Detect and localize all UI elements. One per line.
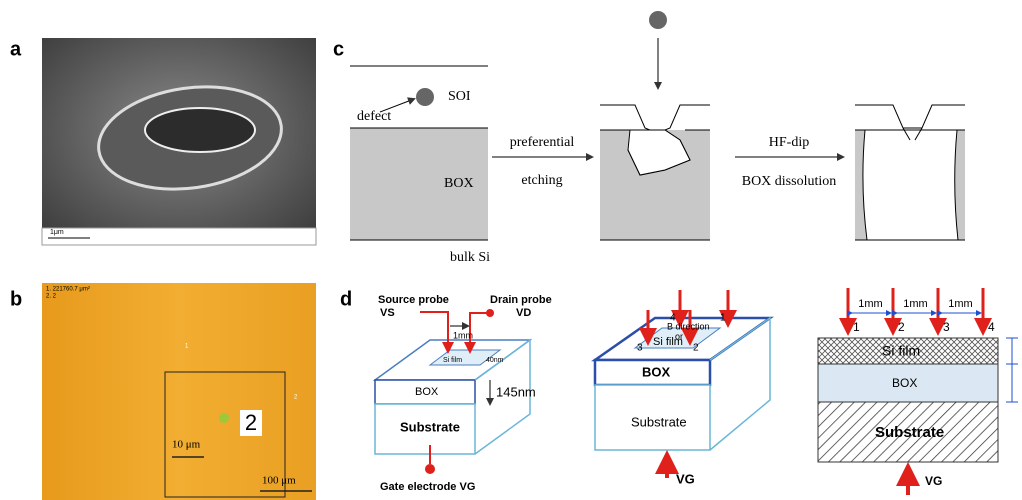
text: Gate electrode VG <box>380 481 475 493</box>
probe-label: 2 <box>898 320 905 334</box>
text: BOX <box>415 386 439 398</box>
text: bulk Si <box>450 250 490 265</box>
device-left: Si film 40nm BOX 145nm Substrate Source … <box>375 294 552 493</box>
text: BOX <box>892 376 917 390</box>
header: 2. 2 <box>46 294 57 300</box>
panel-label: d <box>340 288 352 310</box>
text: VD <box>516 307 531 319</box>
probe-label: 4 <box>988 320 995 334</box>
text: Si film <box>443 357 462 364</box>
text: 1 <box>720 313 726 324</box>
text: or <box>675 331 683 341</box>
gap-label: 1mm <box>948 298 972 310</box>
panel-label: a <box>10 38 22 60</box>
process-diagram: defect SOI BOX bulk Si preferential etch… <box>350 11 965 265</box>
probe-label: 3 <box>943 320 950 334</box>
text: BOX <box>642 364 671 379</box>
text: Drain probe <box>490 294 552 306</box>
text: Substrate <box>875 424 944 441</box>
text: VS <box>380 307 395 319</box>
text: Substrate <box>400 419 460 434</box>
text: VG <box>925 474 942 488</box>
text: SOI <box>448 89 471 104</box>
text: Substrate <box>631 414 687 429</box>
text: 1mm <box>453 330 473 340</box>
text: BOX dissolution <box>742 174 837 189</box>
gap-label: 1mm <box>903 298 927 310</box>
text: 145nm <box>496 384 536 399</box>
text: B direction <box>667 321 710 331</box>
text: BOX <box>444 176 474 191</box>
text: 40nm <box>486 357 504 364</box>
panel-label: c <box>333 38 344 60</box>
text: Source probe <box>378 294 449 306</box>
device-right: Si film BOX Substrate 1 2 3 4 1mm 1mm 1mm VG <box>818 288 1018 495</box>
text: preferential <box>510 135 575 150</box>
box-label: 2 <box>245 410 257 435</box>
sem-image: 1μm <box>42 38 316 245</box>
panel-label: b <box>10 288 22 310</box>
header: 1. 221760.7 μm² <box>46 287 90 293</box>
scale-label: 1μm <box>50 229 64 236</box>
scale-label: 10 μm <box>172 439 201 451</box>
gap-label: 1mm <box>858 298 882 310</box>
text: Si film <box>882 343 920 359</box>
text: 3 <box>637 343 643 354</box>
text: VG <box>676 471 695 486</box>
text: defect <box>357 109 391 124</box>
text: etching <box>521 173 562 188</box>
device-middle: Si film BOX Substrate 4 1 3 2 B directio… <box>595 290 770 486</box>
probe-label: 1 <box>853 320 860 334</box>
text: 2 <box>693 343 699 354</box>
probes: 1 2 3 4 1mm 1mm 1mm <box>848 288 995 334</box>
scale-label: 100 μm <box>262 475 296 487</box>
figure: a 1μm b 1. 221760.7 μm² 2. 2 1 2 2 10 μm… <box>0 0 1022 500</box>
optical-image: 1. 221760.7 μm² 2. 2 1 2 2 10 μm 100 μm <box>42 283 316 500</box>
text: HF-dip <box>769 135 809 150</box>
